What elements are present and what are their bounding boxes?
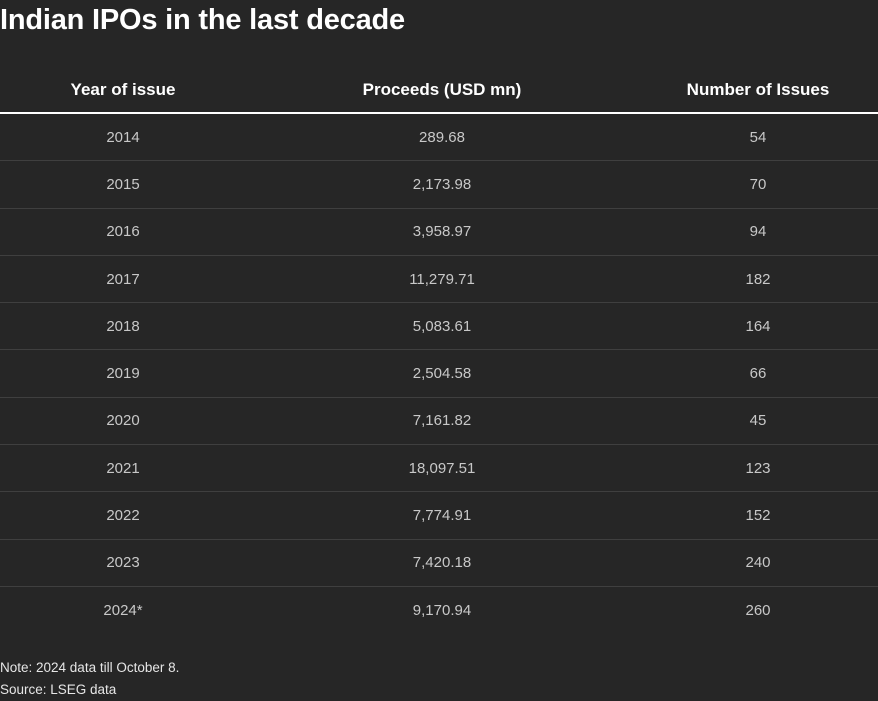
table-cell-year: 2017 bbox=[106, 270, 140, 288]
table-cell-year: 2014 bbox=[106, 128, 140, 146]
table-cell-year: 2015 bbox=[106, 175, 140, 193]
table-cell-issues: 260 bbox=[745, 602, 771, 620]
table-cell-year: 2023 bbox=[106, 554, 140, 572]
table-row: 2019 2,504.58 66 bbox=[0, 350, 878, 398]
table-cell-year: 2022 bbox=[106, 507, 140, 525]
table-cell-proceeds: 3,958.97 bbox=[412, 223, 472, 241]
table-cell-proceeds: 2,173.98 bbox=[412, 175, 472, 193]
table-row: 2024* 9,170.94 260 bbox=[0, 587, 878, 634]
table-cell-proceeds: 9,170.94 bbox=[412, 602, 472, 620]
table-body: 2014 289.68 54 2015 2,173.98 70 2016 3,958.97 94… bbox=[0, 114, 878, 634]
table-cell-year: 2021 bbox=[106, 459, 140, 477]
table-cell-issues: 123 bbox=[745, 459, 771, 477]
table-cell-proceeds: 7,420.18 bbox=[412, 554, 472, 572]
table-cell-issues: 54 bbox=[749, 128, 767, 146]
table-cell-year: 2024* bbox=[103, 602, 143, 620]
table-cell-proceeds: 18,097.51 bbox=[408, 459, 476, 477]
table-cell-proceeds: 5,083.61 bbox=[412, 317, 472, 335]
table-cell-proceeds: 7,774.91 bbox=[412, 507, 472, 525]
chart-note: Note: 2024 data till October 8. bbox=[0, 660, 180, 675]
table-row: 2018 5,083.61 164 bbox=[0, 303, 878, 351]
column-header-issues: Number of Issues bbox=[686, 80, 830, 99]
table-cell-issues: 94 bbox=[749, 223, 767, 241]
table-row: 2020 7,161.82 45 bbox=[0, 398, 878, 446]
table-cell-year: 2019 bbox=[106, 365, 140, 383]
table-row: 2023 7,420.18 240 bbox=[0, 540, 878, 587]
table-row: 2017 11,279.71 182 bbox=[0, 256, 878, 304]
table-cell-issues: 66 bbox=[749, 365, 767, 383]
chart-title: Indian IPOs in the last decade bbox=[0, 4, 405, 36]
table-row: 2016 3,958.97 94 bbox=[0, 209, 878, 256]
ipo-table: Year of issue Proceeds (USD mn) Number o… bbox=[0, 68, 878, 634]
chart-source: Source: LSEG data bbox=[0, 682, 117, 697]
table-cell-proceeds: 11,279.71 bbox=[409, 270, 475, 288]
table-cell-proceeds: 7,161.82 bbox=[412, 412, 472, 430]
table-cell-issues: 182 bbox=[745, 270, 771, 288]
table-row: 2014 289.68 54 bbox=[0, 114, 878, 162]
table-cell-issues: 152 bbox=[745, 507, 771, 525]
table-cell-issues: 164 bbox=[745, 317, 771, 335]
table-row: 2015 2,173.98 70 bbox=[0, 161, 878, 209]
table-row: 2021 18,097.51 123 bbox=[0, 445, 878, 493]
table-cell-year: 2020 bbox=[106, 412, 140, 430]
table-cell-proceeds: 2,504.58 bbox=[412, 365, 472, 383]
table-cell-year: 2016 bbox=[106, 223, 140, 241]
table-header-row: Year of issue Proceeds (USD mn) Number o… bbox=[0, 68, 878, 114]
table-cell-proceeds: 289.68 bbox=[419, 128, 465, 146]
table-cell-issues: 240 bbox=[745, 554, 771, 572]
column-header-proceeds: Proceeds (USD mn) bbox=[362, 80, 522, 99]
table-cell-issues: 45 bbox=[749, 412, 767, 430]
table-cell-issues: 70 bbox=[749, 175, 767, 193]
column-header-year: Year of issue bbox=[70, 80, 176, 99]
table-cell-year: 2018 bbox=[106, 317, 140, 335]
table-row: 2022 7,774.91 152 bbox=[0, 492, 878, 540]
